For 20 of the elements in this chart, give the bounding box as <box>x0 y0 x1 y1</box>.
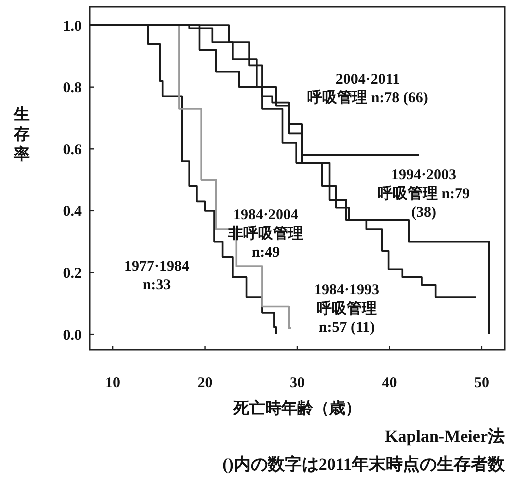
x-tick-label: 50 <box>474 375 490 392</box>
y-tick-label: 0.8 <box>63 80 82 97</box>
y-tick-label: 0.4 <box>63 204 82 220</box>
x-tick-label: 40 <box>382 375 398 392</box>
x-tick-label: 10 <box>106 375 121 392</box>
x-tick-label: 30 <box>290 375 305 392</box>
y-tick-label: 0.0 <box>63 328 82 344</box>
x-tick-label: 20 <box>198 375 213 392</box>
text: ()内の数字は2011年末時点の生存者数 <box>222 454 506 474</box>
text: 1977·1984 n:33 <box>124 258 190 294</box>
y-tick-label: 0.6 <box>63 142 82 158</box>
y-tick-label: 1.0 <box>63 18 82 35</box>
series-label: 1984·2004 非呼吸管理 n:49 <box>228 208 304 261</box>
y-tick-label: 0.2 <box>63 266 82 282</box>
series-label: 1994·2003 呼吸管理 n:79 (38) <box>378 168 470 221</box>
series-label: 1984·1993 呼吸管理 n:57 (11) <box>314 282 380 336</box>
y-axis-title: 生存率 <box>13 105 30 164</box>
x-axis-title: 死亡時年齢（歳） <box>232 398 362 418</box>
series-label: 2004·2011 呼吸管理 n:78 (66) <box>308 72 428 107</box>
text: Kaplan-Meier法 <box>385 426 505 446</box>
